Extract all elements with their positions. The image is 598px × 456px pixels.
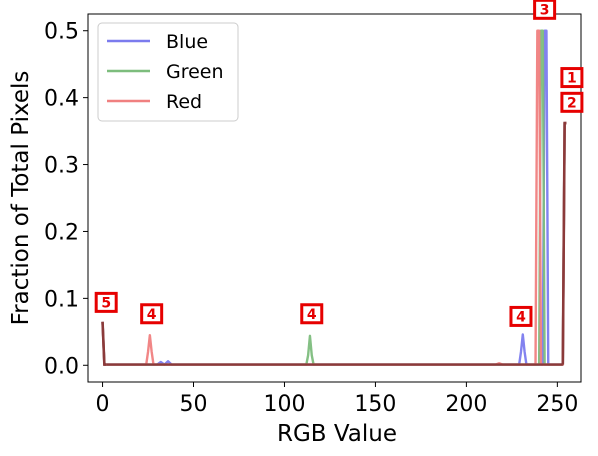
x-axis-title: RGB Value: [277, 421, 397, 447]
legend-label-red: Red: [166, 91, 202, 113]
x-tick-label: 200: [445, 392, 487, 417]
y-axis: 0.0 0.1 0.2 0.3 0.4 0.5: [44, 20, 88, 379]
annotation-badge-7: 5: [94, 291, 118, 313]
x-tick-label: 50: [180, 392, 208, 417]
x-axis: 0 50 100 150 200 250: [96, 382, 578, 417]
overlap-line-2: [561, 121, 567, 365]
annotation-box: [560, 67, 584, 89]
series-lines: [101, 29, 567, 366]
annotation-box: [300, 303, 324, 325]
y-tick-label: 0.5: [44, 20, 79, 45]
annotation-label: 1: [567, 71, 577, 87]
annotation-label: 4: [307, 307, 317, 323]
legend-box: [97, 22, 239, 122]
annotation-badge-4: 4: [140, 303, 164, 325]
annotation-box: [140, 303, 164, 325]
annotations: 1 2 3 4 4 4 5: [94, 0, 584, 327]
y-tick-label: 0.0: [44, 354, 79, 379]
legend: Blue Green Red: [97, 22, 239, 122]
annotation-label: 4: [147, 307, 157, 323]
y-tick-label: 0.1: [44, 287, 79, 312]
y-axis-title: Fraction of Total Pixels: [8, 71, 34, 326]
legend-label-green: Green: [166, 61, 224, 83]
y-tick-label: 0.3: [44, 154, 79, 179]
annotation-badge-6: 4: [509, 305, 533, 327]
annotation-label: 4: [516, 309, 526, 325]
plot-frame: [87, 13, 582, 383]
annotation-badge-5: 4: [300, 303, 324, 325]
annotation-box: [509, 305, 533, 327]
annotation-badge-3: 3: [533, 0, 557, 20]
legend-label-blue: Blue: [166, 31, 208, 53]
overlap-line-1: [101, 321, 107, 366]
annotation-label: 2: [567, 95, 577, 111]
annotation-badge-2: 2: [560, 91, 584, 113]
x-tick-label: 250: [536, 392, 578, 417]
annotation-badge-1: 1: [560, 67, 584, 89]
annotation-box: [533, 0, 557, 20]
annotation-box: [560, 91, 584, 113]
annotation-box: [94, 291, 118, 313]
x-tick-label: 100: [263, 392, 305, 417]
annotation-label: 3: [540, 2, 550, 18]
x-tick-label: 0: [96, 392, 110, 417]
y-tick-label: 0.2: [44, 220, 79, 245]
y-tick-label: 0.4: [44, 87, 79, 112]
annotation-label: 5: [101, 295, 111, 311]
x-tick-label: 150: [354, 392, 396, 417]
